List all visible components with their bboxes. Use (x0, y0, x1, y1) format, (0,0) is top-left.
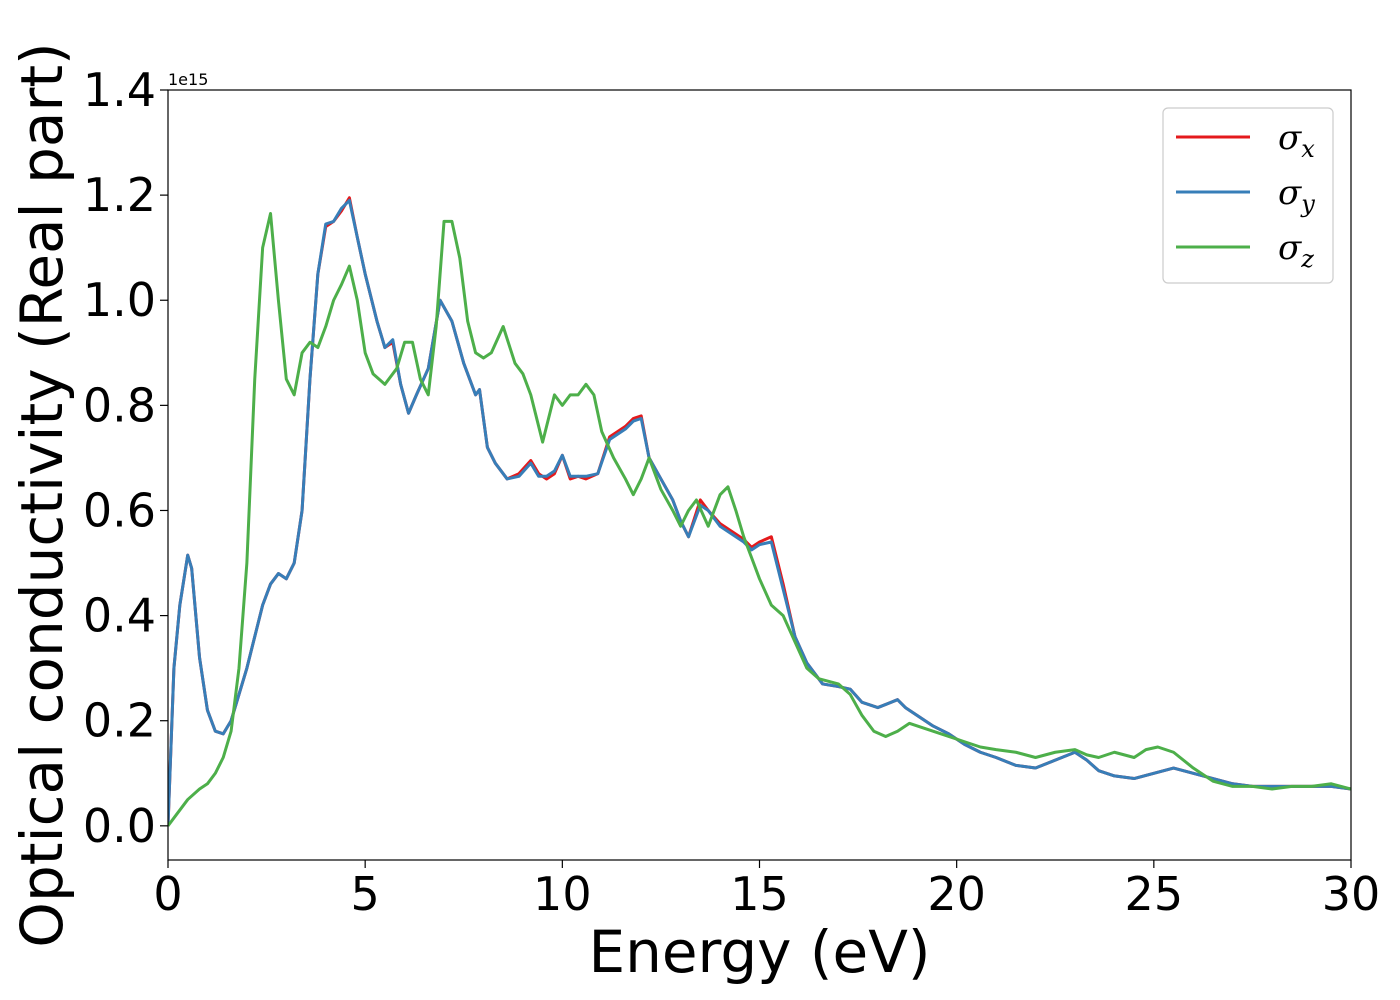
x-tick-label: 15 (730, 867, 789, 921)
x-tick-label: 20 (927, 867, 986, 921)
x-tick-label: 30 (1322, 867, 1381, 921)
y-tick-label: 0.4 (83, 589, 156, 643)
y-offset-label: 1e15 (168, 70, 208, 89)
series-line-y (168, 198, 1351, 826)
y-tick-label: 0.6 (83, 483, 156, 537)
legend-frame (1162, 107, 1334, 284)
x-tick-label: 0 (153, 867, 182, 921)
y-tick-label: 0.8 (83, 378, 156, 432)
y-tick-label: 1.4 (83, 63, 156, 117)
y-tick-label: 0.0 (83, 799, 156, 853)
legend-symbol: σ (1278, 228, 1302, 268)
y-tick-label: 1.0 (83, 273, 156, 327)
ticks-layer: 0 5 10 15 20 25 30 0.0 0.2 0.4 0.6 0.8 1.0 1.2 1.4 (83, 63, 1380, 921)
legend-symbol: σ (1278, 118, 1302, 158)
legend-subscript: x (1301, 135, 1315, 163)
x-tick-label: 5 (351, 867, 380, 921)
series-layer (168, 196, 1351, 827)
y-tick-label: 1.2 (83, 168, 156, 222)
y-tick-label: 0.2 (83, 694, 156, 748)
legend-label-x: σx (1278, 118, 1315, 163)
legend-label-y: σy (1278, 173, 1315, 218)
x-axis-title: Energy (eV) (588, 918, 930, 986)
x-tick-label: 25 (1125, 867, 1184, 921)
y-axis-title: Optical conductivity (Real part) (8, 42, 76, 947)
legend-symbol: σ (1278, 173, 1302, 213)
legend-subscript: z (1300, 245, 1314, 273)
x-tick-label: 10 (533, 867, 592, 921)
series-line-z (168, 212, 1351, 827)
legend-subscript: y (1300, 190, 1315, 218)
legend-label-z: σz (1278, 228, 1314, 273)
